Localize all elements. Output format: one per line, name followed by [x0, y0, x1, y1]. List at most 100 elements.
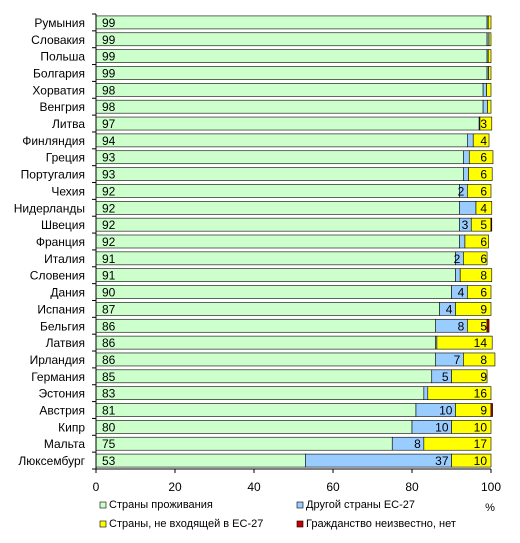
data-label: 5 — [480, 319, 487, 333]
bar-segment — [466, 285, 492, 299]
bar-segment — [488, 66, 492, 80]
legend: Страны проживания Другой страны ЕС-27 Стра… — [99, 499, 456, 530]
bar-segment — [459, 200, 477, 215]
data-label: 99 — [102, 33, 116, 47]
category-label: Ирландия — [30, 353, 85, 367]
bar-segment — [95, 234, 460, 249]
data-label: 90 — [102, 286, 116, 300]
category-label: Испания — [37, 302, 85, 316]
data-label: 8 — [414, 437, 421, 451]
category-label: Болгария — [33, 66, 85, 80]
bar-segment — [95, 335, 437, 350]
data-label: 3 — [480, 117, 487, 131]
bar-segment — [488, 32, 492, 47]
data-label: 91 — [102, 269, 116, 283]
bar-segment — [475, 200, 493, 215]
bar-segment — [466, 133, 474, 148]
bar-segment — [305, 453, 452, 468]
data-label: 9 — [480, 404, 487, 418]
category-label: Эстония — [39, 387, 86, 401]
data-label: 6 — [480, 235, 487, 249]
data-label: 86 — [102, 336, 116, 350]
data-label: 85 — [102, 370, 116, 384]
data-label: 98 — [102, 100, 116, 114]
data-label: 91 — [102, 252, 116, 266]
bar-segment — [479, 116, 493, 131]
bar-segment — [95, 150, 464, 165]
data-label: 93 — [102, 151, 116, 165]
data-label: 10 — [474, 454, 488, 468]
data-label: 53 — [102, 454, 116, 468]
data-label: 4 — [480, 201, 487, 215]
data-label: 92 — [102, 184, 116, 198]
legend-swatch — [296, 520, 304, 528]
bar-segment — [95, 285, 452, 299]
bar-segment — [487, 49, 492, 63]
legend-swatch — [99, 501, 107, 509]
data-label: 92 — [102, 201, 116, 215]
data-label: 93 — [102, 168, 116, 182]
category-label: Хорватия — [32, 83, 85, 97]
bar-segment — [427, 386, 492, 400]
data-label: 4 — [480, 134, 487, 148]
legend-label: Страны, не входящей в ЕС-27 — [109, 518, 263, 530]
category-label: Польша — [40, 50, 85, 64]
bar-segment — [463, 150, 470, 165]
data-label: 92 — [102, 235, 116, 249]
bar-segment — [95, 453, 306, 468]
category-label: Финляндия — [22, 134, 85, 148]
data-label: 97 — [102, 117, 116, 131]
category-label: Бельгия — [40, 319, 85, 333]
bar-segment — [463, 352, 496, 367]
bar-segment — [95, 420, 413, 434]
bar-segment — [486, 83, 492, 97]
data-label: 87 — [102, 302, 116, 316]
bar-segment — [468, 167, 493, 181]
bar-segment — [487, 15, 492, 30]
data-label: 10 — [474, 420, 488, 434]
data-label: 5 — [480, 218, 487, 232]
x-tick-label: 60 — [326, 480, 340, 494]
data-label: 99 — [102, 66, 116, 80]
bar-segment — [482, 83, 487, 97]
legend-swatch — [296, 501, 304, 509]
bar-segment — [423, 436, 492, 451]
data-label: 9 — [480, 370, 487, 384]
data-label: 6 — [480, 151, 487, 165]
x-tick-label: 0 — [93, 480, 100, 494]
category-label: Венгрия — [39, 100, 85, 114]
bar-segment — [466, 184, 492, 198]
category-label: Австрия — [39, 404, 85, 418]
data-label: 83 — [102, 387, 116, 401]
data-label: 8 — [480, 353, 487, 367]
category-label: Дания — [50, 286, 85, 300]
bar-segment — [95, 268, 456, 283]
data-label: 94 — [102, 134, 116, 148]
bar-segment — [95, 436, 393, 451]
bar-segment — [459, 268, 493, 283]
category-label: Словения — [30, 269, 85, 283]
data-label: 75 — [102, 437, 116, 451]
legend-label: Гражданство неизвестно, нет — [306, 518, 456, 530]
bar-segment — [95, 318, 437, 333]
x-tick-label: 100 — [481, 480, 501, 494]
data-label: 98 — [102, 83, 116, 97]
bar-segment — [95, 403, 417, 417]
category-label: Германия — [31, 370, 85, 384]
category-label: Латвия — [46, 336, 85, 350]
data-label: 6 — [480, 184, 487, 198]
data-label: 7 — [454, 353, 461, 367]
bar-segment — [451, 420, 492, 434]
bar-segment — [95, 251, 456, 266]
bar-segment — [95, 15, 488, 30]
data-label: 2 — [454, 252, 461, 266]
bar-segment — [463, 251, 488, 266]
category-label: Литва — [52, 117, 85, 131]
bar-segment — [482, 99, 488, 114]
bar-segment — [436, 335, 493, 350]
category-label: Словакия — [31, 33, 85, 47]
legend-swatch — [99, 520, 107, 528]
category-label: Швеция — [41, 218, 85, 232]
data-label: 99 — [102, 50, 116, 64]
